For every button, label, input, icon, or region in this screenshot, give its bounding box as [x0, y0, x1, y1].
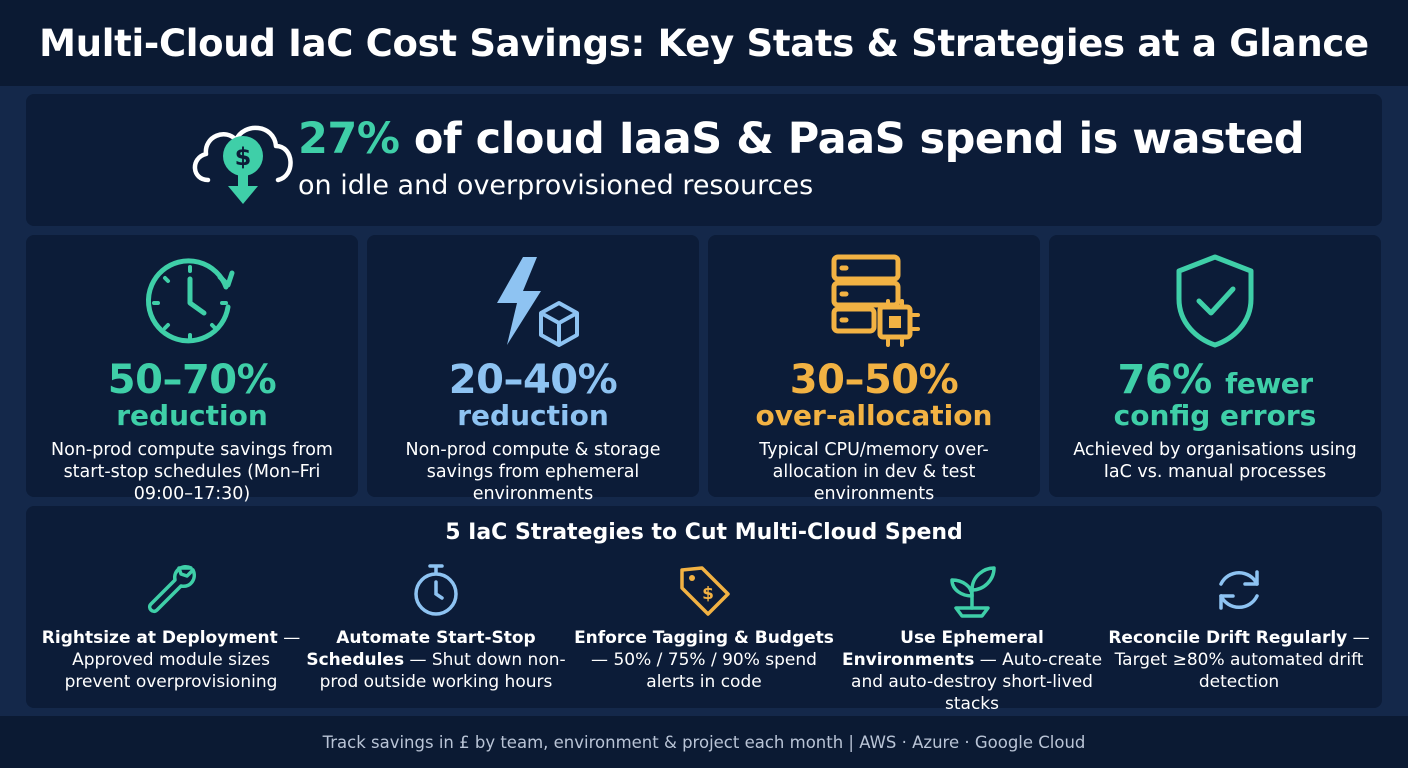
refresh-icon [1219, 570, 1259, 610]
stat-card-start-stop: 50–70% reduction Non-prod compute saving… [26, 235, 358, 504]
stat-card-ephemeral: 20–40% reduction Non-prod compute & stor… [367, 235, 699, 504]
strategy-item: Use Ephemeral Environments — Auto-create… [841, 560, 1103, 714]
strategy-item: $ Enforce Tagging & Budgets — 50% / 75% … [573, 560, 835, 706]
svg-text:$: $ [702, 584, 714, 604]
stat-value: 30–50% [789, 357, 959, 403]
strategy-title: Reconcile Drift Regularly [1108, 628, 1348, 648]
strategies-title: 5 IaC Strategies to Cut Multi-Cloud Spen… [445, 520, 963, 545]
wrench-icon [147, 565, 196, 614]
strategy-title: Automate Start-Stop Schedules [306, 628, 536, 670]
stat-value-suffix: fewer [1225, 367, 1313, 400]
strategies-panel: 5 IaC Strategies to Cut Multi-Cloud Spen… [26, 506, 1382, 714]
hero-headline: 27% of cloud IaaS & PaaS spend is wasted [298, 114, 1305, 164]
stat-description: Achieved by organisations using IaC vs. … [1073, 440, 1357, 482]
footer-bar: Track savings in £ by team, environment … [0, 716, 1408, 768]
strategy-description: — Target ≥80% automated drift detection [1114, 628, 1370, 692]
stat-card-over-allocation: 30–50% over-allocation Typical CPU/memor… [708, 235, 1040, 504]
stat-label: reduction [457, 399, 609, 432]
strategy-description: — Auto-create and auto-destroy short-liv… [851, 650, 1103, 714]
stat-value: 20–40% [448, 357, 618, 403]
hero-headline-rest: of cloud IaaS & PaaS spend is wasted [413, 114, 1305, 164]
server-chip-icon [831, 254, 920, 347]
strategy-title: Enforce Tagging & Budgets [574, 628, 834, 648]
strategy-text: Use Ephemeral Environments — Auto-create… [841, 627, 1103, 715]
svg-text:$: $ [235, 143, 252, 171]
stopwatch-icon [414, 564, 458, 616]
header-bar: Multi-Cloud IaC Cost Savings: Key Stats … [0, 0, 1408, 86]
strategy-description: — Shut down non-prod outside working hou… [319, 650, 566, 692]
strategy-item: Automate Start-Stop Schedules — Shut dow… [305, 560, 567, 706]
strategy-text: Automate Start-Stop Schedules — Shut dow… [305, 627, 567, 693]
stat-value: 76% fewer [1049, 357, 1381, 407]
strategy-text: Reconcile Drift Regularly — Target ≥80% … [1108, 627, 1370, 693]
stat-description: Typical CPU/memory over-allocation in de… [759, 440, 989, 504]
sprout-icon [950, 566, 996, 618]
stat-label: over-allocation [755, 399, 993, 432]
footer-text: Track savings in £ by team, environment … [322, 732, 1086, 752]
stat-value: 50–70% [107, 357, 277, 403]
stat-description: Non-prod compute & storage savings from … [405, 440, 661, 504]
strategy-description: — Approved module sizes prevent overprov… [64, 628, 301, 692]
lightning-box-icon [497, 257, 579, 347]
stat-label: config errors [1113, 399, 1317, 432]
cloud-dollar-down-icon: $ [192, 125, 293, 204]
page-title: Multi-Cloud IaC Cost Savings: Key Stats … [39, 21, 1369, 65]
hero-highlight: 27% [298, 114, 400, 164]
strategy-title: Rightsize at Deployment [41, 628, 278, 648]
clock-icon [145, 258, 235, 344]
stat-card-config-errors: 76% fewer config errors Achieved by orga… [1049, 235, 1381, 497]
stat-label: reduction [116, 399, 268, 432]
strategy-item: Reconcile Drift Regularly — Target ≥80% … [1108, 560, 1370, 706]
strategy-text: Enforce Tagging & Budgets — 50% / 75% / … [573, 627, 835, 693]
hero-subline: on idle and overprovisioned resources [298, 170, 814, 201]
strategy-item: Rightsize at Deployment — Approved modul… [40, 560, 302, 706]
stat-value-number: 76% [1117, 357, 1212, 403]
shield-check-icon [1176, 254, 1254, 348]
price-tag-icon: $ [680, 566, 730, 616]
stat-description: Non-prod compute savings from start-stop… [51, 440, 333, 504]
strategy-description: — 50% / 75% / 90% spend alerts in code [591, 650, 817, 692]
hero-panel: $ [26, 94, 1382, 226]
strategy-text: Rightsize at Deployment — Approved modul… [40, 627, 302, 693]
strategy-title: Use Ephemeral Environments [841, 628, 1044, 670]
